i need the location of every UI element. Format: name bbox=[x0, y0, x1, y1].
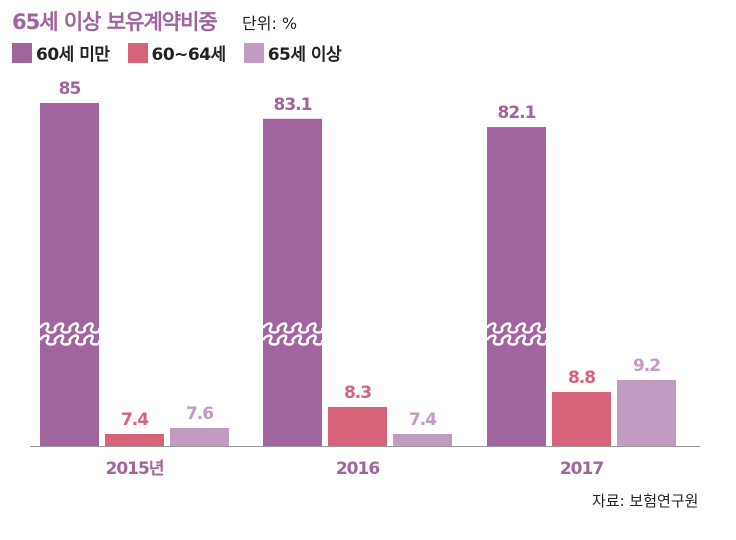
bar bbox=[328, 407, 387, 446]
bar bbox=[263, 118, 322, 447]
axis-break-mark bbox=[38, 322, 101, 334]
data-label: 82.1 bbox=[498, 103, 536, 123]
legend-label: 60~64세 bbox=[151, 45, 227, 65]
bar bbox=[40, 103, 99, 446]
legend-swatch bbox=[127, 42, 148, 63]
data-label: 7.6 bbox=[186, 404, 213, 424]
source-note: 자료: 보험연구원 bbox=[592, 492, 699, 510]
bar bbox=[617, 380, 676, 446]
bar bbox=[487, 127, 546, 446]
bar bbox=[552, 392, 611, 446]
data-label: 85 bbox=[59, 79, 81, 99]
legend: 60세 미만 60~64세 65세 이상 bbox=[12, 40, 342, 65]
unit-label: 단위: % bbox=[242, 14, 298, 33]
axis-break-mark bbox=[38, 334, 101, 346]
data-label: 9.2 bbox=[633, 356, 660, 376]
axis-break-mark bbox=[485, 322, 548, 334]
x-tick-label: 2017 bbox=[560, 459, 603, 479]
bar bbox=[170, 428, 229, 446]
chart-title: 65세 이상 보유계약비중 bbox=[12, 10, 218, 34]
data-label: 7.4 bbox=[409, 410, 437, 430]
bar bbox=[393, 434, 452, 446]
data-label: 7.4 bbox=[121, 410, 149, 430]
axis-break-mark bbox=[261, 334, 324, 346]
data-label: 8.8 bbox=[568, 368, 595, 388]
axis-break-mark bbox=[485, 334, 548, 346]
legend-label: 65세 이상 bbox=[267, 45, 342, 65]
data-label: 8.3 bbox=[344, 383, 371, 403]
data-label: 83.1 bbox=[274, 95, 312, 115]
legend-swatch bbox=[12, 42, 32, 63]
legend-swatch bbox=[243, 42, 264, 63]
legend-label: 60세 미만 bbox=[36, 45, 110, 65]
legend-item: 60세 미만 bbox=[12, 40, 110, 65]
axis-break-mark bbox=[261, 322, 324, 334]
bar bbox=[105, 434, 164, 446]
legend-item: 60~64세 bbox=[127, 40, 227, 65]
legend-item: 65세 이상 bbox=[243, 40, 342, 65]
x-tick-label: 2015년 bbox=[106, 459, 164, 479]
x-tick-label: 2016 bbox=[336, 459, 379, 479]
